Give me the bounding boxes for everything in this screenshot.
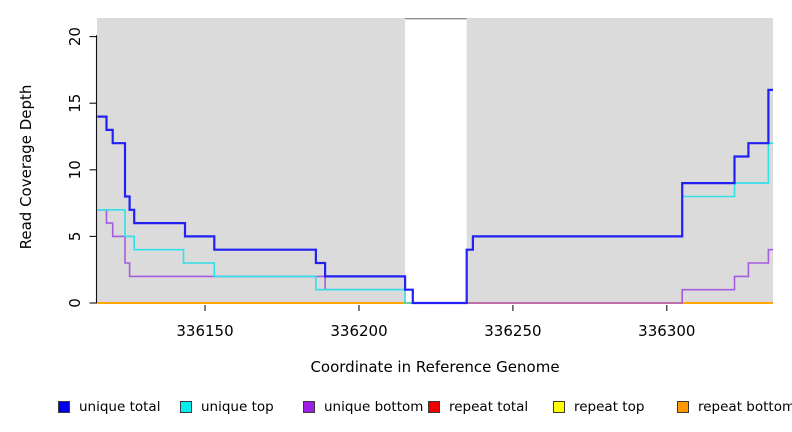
repeat-total-swatch-icon <box>428 401 440 413</box>
legend-label: unique total <box>79 399 161 415</box>
x-tick-label: 336200 <box>330 322 387 340</box>
legend-item-repeat-bottom: repeat bottom <box>677 399 792 415</box>
repeat-top-swatch-icon <box>553 401 565 413</box>
y-tick-label: 15 <box>66 94 84 113</box>
y-tick-label: 20 <box>66 27 84 46</box>
legend-item-repeat-top: repeat top <box>553 399 644 415</box>
legend-item-repeat-total: repeat total <box>428 399 528 415</box>
repeat-bottom-swatch-icon <box>677 401 689 413</box>
legend-label: unique top <box>201 399 274 415</box>
x-tick-label: 336300 <box>638 322 695 340</box>
unique-top-swatch-icon <box>180 401 192 413</box>
y-tick-label: 5 <box>66 232 84 242</box>
legend-item-unique-bottom: unique bottom <box>303 399 423 415</box>
coverage-gap-region <box>405 19 467 303</box>
legend-label: repeat total <box>449 399 529 415</box>
legend-label: unique bottom <box>324 399 424 415</box>
x-tick-label: 336250 <box>484 322 541 340</box>
series-unique_top <box>97 142 773 304</box>
unique-total-swatch-icon <box>58 401 70 413</box>
legend-item-unique-top: unique top <box>180 399 274 415</box>
y-tick-label: 0 <box>66 298 84 308</box>
x-tick-label: 336150 <box>176 322 233 340</box>
chart-legend: unique total unique top unique bottom re… <box>0 399 792 417</box>
y-tick-label: 10 <box>66 160 84 179</box>
series-unique_total <box>97 88 773 305</box>
legend-item-unique-total: unique total <box>58 399 160 415</box>
y-axis-label: Read Coverage Depth <box>17 85 35 250</box>
unique-bottom-swatch-icon <box>303 401 315 413</box>
x-axis-label: Coordinate in Reference Genome <box>310 358 559 376</box>
legend-label: repeat top <box>574 399 645 415</box>
legend-label: repeat bottom <box>698 399 792 415</box>
